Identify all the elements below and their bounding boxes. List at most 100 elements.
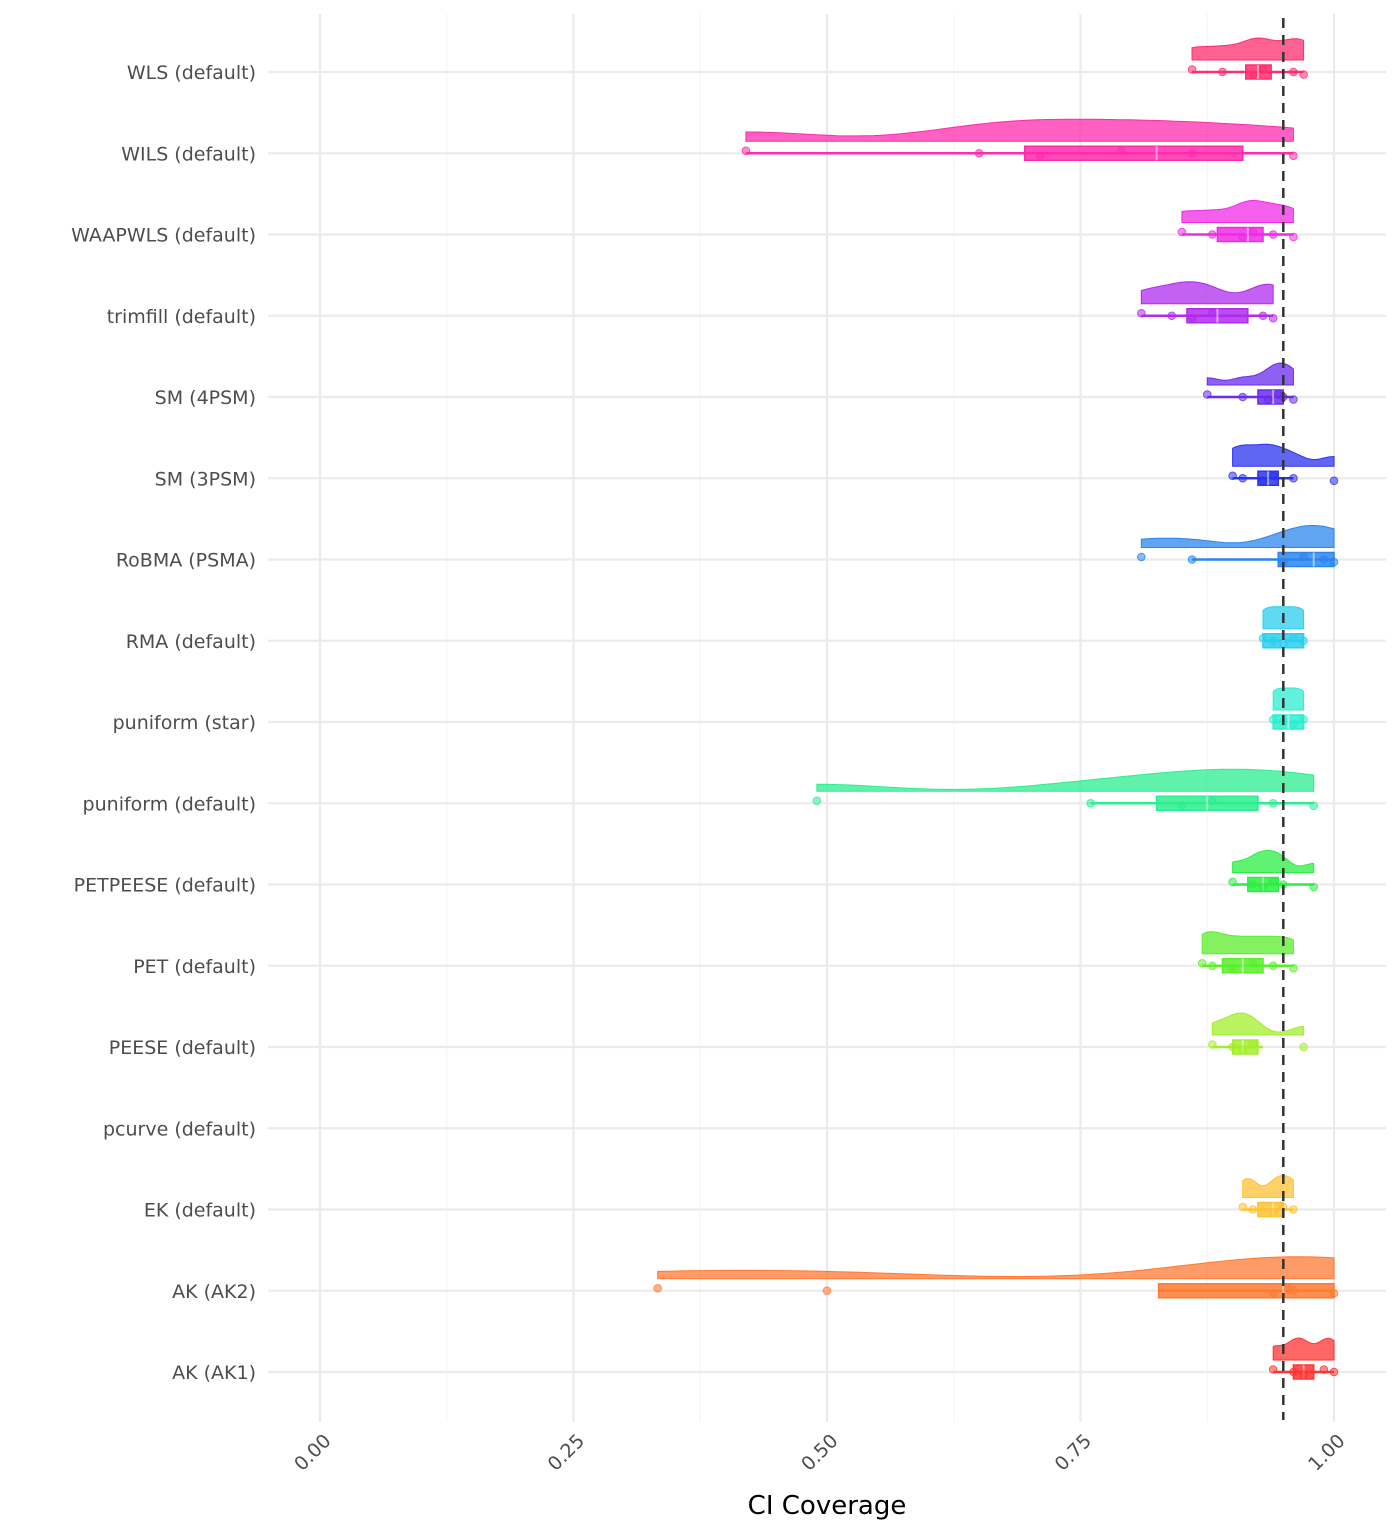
y-axis-label: PETPEESE (default) (74, 875, 256, 897)
data-point (1137, 552, 1146, 562)
method-group (1268, 1337, 1339, 1380)
data-point (1329, 1367, 1339, 1377)
method-group (1197, 931, 1298, 974)
y-axis-label: AK (AK1) (172, 1362, 256, 1384)
y-axis-label: WLS (default) (127, 62, 256, 84)
y-axis-label: PEESE (default) (109, 1037, 256, 1059)
y-axis-label: WILS (default) (121, 143, 256, 165)
data-point (1329, 476, 1339, 486)
data-point (1319, 555, 1329, 564)
data-point (1289, 720, 1298, 729)
data-point (1289, 1205, 1298, 1214)
data-point (1238, 1202, 1248, 1212)
data-point (1208, 796, 1217, 806)
data-point (1187, 555, 1197, 564)
data-point (1248, 880, 1258, 889)
method-group (812, 768, 1319, 811)
method-group (1228, 850, 1319, 893)
y-axis-label: puniform (default) (83, 793, 256, 815)
data-point (1268, 798, 1278, 808)
data-point (1309, 882, 1319, 892)
box (1157, 1283, 1335, 1299)
data-point (1299, 715, 1308, 724)
data-point (1218, 67, 1227, 77)
data-point (1258, 65, 1268, 74)
data-point (1268, 313, 1278, 323)
data-point (1268, 1288, 1278, 1298)
data-point (1268, 961, 1278, 971)
density-shape (657, 1256, 1335, 1280)
x-tick-label: 0.00 (290, 1430, 335, 1475)
y-axis-label: AK (AK2) (172, 1281, 256, 1303)
data-point (1289, 395, 1298, 404)
data-point (1208, 961, 1217, 971)
y-axis-label: SM (4PSM) (155, 387, 256, 409)
data-point (1258, 882, 1268, 892)
data-point (1329, 557, 1339, 567)
data-point (1258, 476, 1268, 486)
box (1023, 145, 1244, 161)
density-shape (745, 118, 1294, 142)
method-group (1137, 525, 1339, 568)
data-point (1208, 1040, 1217, 1049)
method-group (653, 1256, 1339, 1299)
data-point (1268, 1207, 1278, 1217)
y-axis-label: trimfill (default) (107, 306, 256, 328)
method-group (1177, 200, 1298, 243)
data-point (1299, 636, 1308, 646)
method-group (1202, 362, 1298, 405)
method-group (1228, 443, 1339, 486)
data-point (1187, 148, 1197, 158)
y-axis-label: PET (default) (133, 956, 256, 978)
data-point (1248, 227, 1258, 237)
method-group (741, 118, 1298, 161)
data-point (1289, 963, 1298, 973)
data-point (1208, 230, 1217, 239)
density-shape (816, 768, 1315, 792)
data-point (1289, 633, 1298, 643)
x-tick-label: 0.50 (797, 1430, 842, 1475)
data-point (1208, 308, 1217, 318)
data-point (1187, 313, 1197, 323)
data-point (1137, 308, 1146, 318)
density-shape (1242, 1175, 1294, 1198)
data-point (1279, 638, 1288, 648)
density-shape (1211, 1012, 1305, 1036)
data-point (1319, 1365, 1329, 1374)
data-point (1238, 232, 1248, 242)
data-point (1289, 232, 1298, 242)
y-axis-label: pcurve (default) (103, 1118, 256, 1140)
method-group (1238, 1175, 1298, 1218)
data-point (1309, 801, 1319, 811)
data-point (1268, 715, 1278, 724)
data-point (1238, 392, 1248, 402)
data-point (1197, 958, 1207, 968)
data-point (812, 796, 822, 806)
data-point (1268, 1365, 1278, 1374)
data-point (1289, 1286, 1298, 1296)
data-point (1228, 963, 1237, 973)
x-tick-label: 1.00 (1304, 1430, 1349, 1475)
data-point (1228, 471, 1237, 481)
data-point (974, 148, 984, 158)
data-point (1289, 1367, 1298, 1377)
method-group (1137, 281, 1278, 324)
data-point (1299, 1042, 1308, 1052)
data-point (1202, 390, 1212, 399)
data-point (1299, 1370, 1308, 1379)
density-shape (1140, 525, 1335, 548)
data-point (1177, 801, 1187, 811)
data-point (1228, 877, 1237, 887)
data-point (1289, 473, 1298, 483)
data-point (1263, 395, 1273, 404)
data-point (1116, 146, 1126, 156)
data-point (1268, 471, 1278, 481)
data-point (1177, 227, 1187, 237)
data-point (1248, 958, 1258, 968)
data-point (1268, 230, 1278, 239)
method-group (1208, 1012, 1308, 1055)
data-point (1238, 473, 1248, 483)
method-group (1268, 687, 1308, 730)
grid (268, 14, 1386, 1422)
